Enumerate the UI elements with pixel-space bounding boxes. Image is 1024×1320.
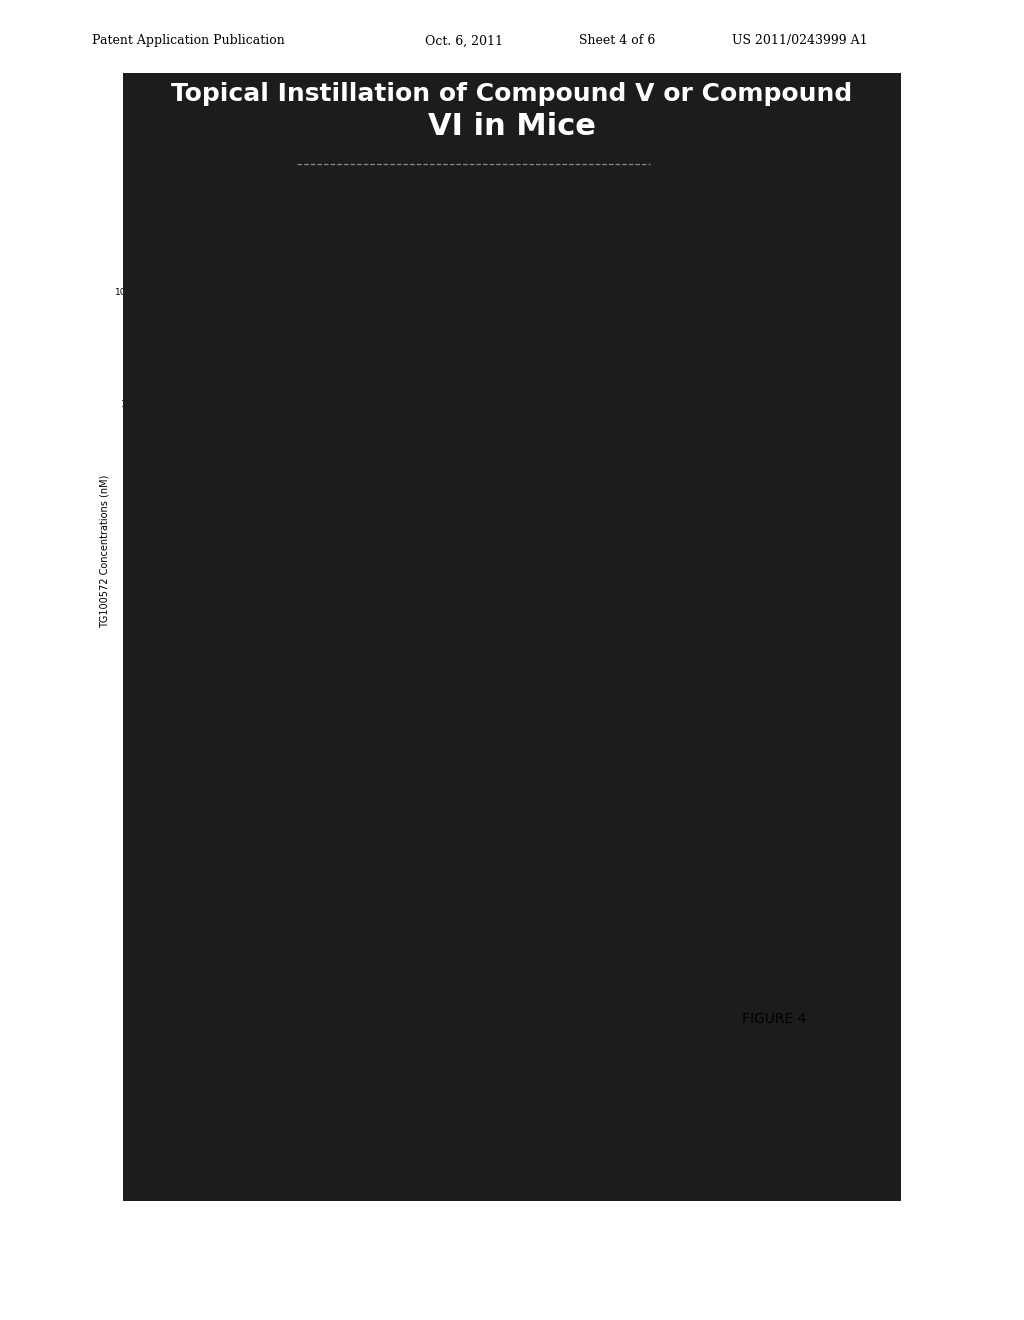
Text: Compound VI: Compound VI: [495, 574, 588, 587]
Text: 24: 24: [737, 865, 755, 878]
Text: VI in Mice: VI in Mice: [428, 112, 596, 141]
retina (compound V): [165, 576, 177, 591]
Text: Compound V: Compound V: [497, 429, 586, 442]
Legend: choroid/sclera (compound V), retina (compound V), choroid/sclera (compound VI), : choroid/sclera (compound V), retina (com…: [163, 242, 300, 289]
Text: 562000: 562000: [811, 574, 863, 587]
Text: Oct. 6, 2011: Oct. 6, 2011: [425, 34, 503, 48]
retina (compound VI): [207, 463, 219, 479]
Text: Cmax (nM): Cmax (nM): [646, 285, 710, 296]
choroid/sclera (compound VI): [165, 576, 177, 591]
Text: Topical Instillation of Compound V or Compound: Topical Instillation of Compound V or Co…: [171, 82, 853, 106]
Text: Tmax (h): Tmax (h): [720, 285, 772, 296]
retina (compound V): [446, 714, 459, 730]
Text: Patent Application Publication: Patent Application Publication: [92, 34, 285, 48]
Text: 36200: 36200: [815, 865, 858, 878]
Text: 1.0: 1.0: [735, 429, 758, 442]
Text: Compound V: Compound V: [497, 719, 586, 733]
Text: Sheet 4 of 6: Sheet 4 of 6: [579, 34, 655, 48]
choroid/sclera (compound V): [207, 479, 219, 495]
choroid/sclera (compound V): [171, 356, 183, 372]
X-axis label: Time (h): Time (h): [295, 888, 335, 898]
Text: Choroid: Choroid: [584, 429, 638, 442]
retina (compound VI): [165, 632, 177, 648]
Text: Drug Dosed: Drug Dosed: [507, 285, 575, 296]
Text: FIGURE 4: FIGURE 4: [742, 1012, 807, 1026]
choroid/sclera (compound V): [255, 553, 267, 569]
Text: Choroid: Choroid: [584, 574, 638, 587]
Text: 2510: 2510: [660, 865, 695, 878]
choroid/sclera (compound V): [446, 626, 459, 642]
retina (compound VI): [446, 593, 459, 609]
Text: Retina: Retina: [589, 719, 634, 733]
Text: AUC (0-tlast)
(nM.h): AUC (0-tlast) (nM.h): [800, 280, 874, 301]
Text: 5730: 5730: [819, 719, 854, 733]
Text: Tissue: Tissue: [592, 285, 630, 296]
Y-axis label: TG100572 Concentrations (nM): TG100572 Concentrations (nM): [99, 474, 110, 628]
Text: 0.5: 0.5: [735, 719, 758, 733]
Text: US 2011/0243999 A1: US 2011/0243999 A1: [732, 34, 867, 48]
choroid/sclera (compound VI): [446, 525, 459, 541]
retina (compound VI): [255, 556, 267, 572]
Line: choroid/sclera (compound V): choroid/sclera (compound V): [167, 360, 457, 638]
Line: choroid/sclera (compound VI): choroid/sclera (compound VI): [167, 346, 457, 587]
Text: 24: 24: [737, 574, 755, 587]
choroid/sclera (compound VI): [255, 434, 267, 450]
Text: 235000: 235000: [811, 429, 863, 442]
Text: 3460: 3460: [660, 719, 695, 733]
FancyBboxPatch shape: [502, 218, 896, 944]
Text: Compound VI: Compound VI: [495, 865, 588, 878]
retina (compound V): [255, 639, 267, 655]
Text: 22500: 22500: [656, 429, 700, 442]
Text: 30100: 30100: [656, 574, 700, 587]
Line: retina (compound V): retina (compound V): [167, 451, 457, 725]
Line: retina (compound VI): retina (compound VI): [167, 467, 457, 643]
retina (compound V): [171, 447, 183, 463]
Text: Retina: Retina: [589, 865, 634, 878]
retina (compound V): [207, 560, 219, 576]
choroid/sclera (compound VI): [207, 342, 219, 358]
choroid/sclera (compound V): [165, 533, 177, 549]
